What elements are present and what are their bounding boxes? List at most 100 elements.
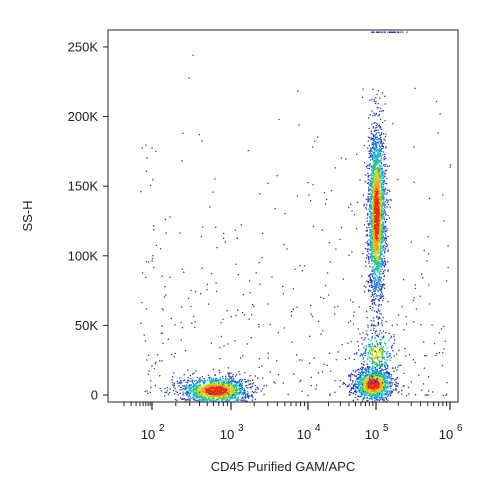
scatter-point — [366, 234, 368, 237]
scatter-point — [390, 335, 393, 337]
scatter-point — [195, 391, 197, 393]
scatter-point — [377, 172, 380, 175]
scatter-point — [384, 351, 387, 353]
scatter-point — [367, 197, 369, 199]
scatter-point — [371, 266, 373, 268]
scatter-point — [203, 377, 205, 380]
scatter-point — [394, 367, 396, 369]
scatter-point — [238, 388, 240, 390]
scatter-point — [241, 388, 243, 390]
scatter-point — [379, 179, 381, 182]
scatter-point — [385, 342, 387, 345]
scatter-point — [378, 225, 380, 227]
scatter-point — [368, 157, 370, 159]
scatter-point — [379, 318, 381, 320]
scatter-point — [378, 221, 380, 223]
scatter-point — [383, 373, 385, 375]
scatter-point — [376, 275, 379, 278]
scatter-point — [373, 260, 375, 262]
scatter-point — [376, 244, 378, 246]
scatter-point — [371, 380, 373, 382]
scatter-point — [371, 256, 373, 258]
scatter-point — [387, 235, 389, 238]
scatter-point — [349, 385, 351, 387]
scatter-point — [361, 386, 363, 388]
scatter-point — [367, 275, 370, 277]
scatter-point — [204, 399, 206, 401]
scatter-point — [383, 244, 385, 246]
scatter-point — [369, 379, 371, 381]
scatter-point — [360, 380, 362, 382]
scatter-point — [373, 181, 375, 183]
scatter-point — [372, 256, 374, 258]
scatter-point — [378, 193, 380, 196]
scatter-point — [377, 258, 379, 260]
scatter-point — [377, 279, 380, 281]
scatter-point — [377, 384, 380, 386]
scatter-point — [234, 397, 236, 400]
scatter-point — [372, 275, 374, 277]
scatter-point — [374, 175, 377, 177]
scatter-point — [369, 150, 372, 152]
scatter-point — [381, 357, 383, 359]
scatter-point — [363, 383, 365, 385]
scatter-point — [218, 385, 221, 387]
scatter-point — [377, 364, 379, 366]
scatter-point — [384, 369, 386, 371]
scatter-point — [244, 396, 246, 398]
scatter-point — [371, 224, 374, 226]
scatter-point — [377, 324, 379, 326]
scatter-point — [373, 180, 375, 182]
scatter-point — [377, 376, 379, 378]
scatter-point — [377, 184, 379, 187]
scatter-point — [402, 385, 404, 387]
scatter-point — [378, 155, 380, 157]
scatter-point — [370, 166, 373, 168]
scatter-point — [364, 351, 367, 353]
scatter-point — [370, 397, 373, 399]
scatter-point — [221, 400, 223, 402]
scatter-point — [372, 247, 374, 249]
scatter-point — [372, 171, 374, 174]
scatter-point — [373, 241, 375, 243]
scatter-point — [370, 391, 372, 393]
scatter-point — [383, 138, 385, 140]
scatter-point — [376, 93, 378, 96]
scatter-point — [352, 387, 354, 389]
scatter-point — [227, 381, 229, 383]
scatter-point — [381, 174, 384, 176]
scatter-point — [378, 376, 381, 378]
scatter-point — [373, 152, 375, 154]
scatter-point — [373, 370, 375, 372]
scatter-point — [239, 399, 241, 401]
scatter-point — [381, 365, 384, 368]
scatter-point — [381, 374, 384, 376]
scatter-point — [369, 193, 371, 195]
scatter-point — [373, 166, 375, 168]
scatter-point — [368, 338, 370, 340]
scatter-point — [375, 221, 377, 223]
scatter-point — [236, 393, 238, 396]
scatter-point — [374, 252, 376, 255]
scatter-point — [371, 241, 374, 243]
scatter-point — [394, 389, 396, 391]
scatter-point — [388, 217, 391, 219]
scatter-point — [244, 380, 246, 383]
scatter-point — [377, 318, 379, 320]
scatter-point — [379, 201, 381, 203]
scatter-point — [386, 380, 388, 382]
scatter-point — [377, 201, 379, 203]
scatter-point — [232, 398, 234, 400]
scatter-point — [374, 195, 376, 198]
scatter-point — [218, 392, 221, 394]
scatter-point — [377, 388, 379, 390]
scatter-point — [371, 381, 374, 383]
scatter-point — [215, 381, 217, 383]
scatter-point — [375, 279, 377, 281]
scatter-point — [381, 240, 383, 242]
scatter-point — [377, 232, 379, 234]
scatter-point — [374, 188, 377, 190]
scatter-point — [383, 209, 385, 211]
scatter-point — [372, 350, 374, 352]
scatter-point — [375, 243, 377, 246]
